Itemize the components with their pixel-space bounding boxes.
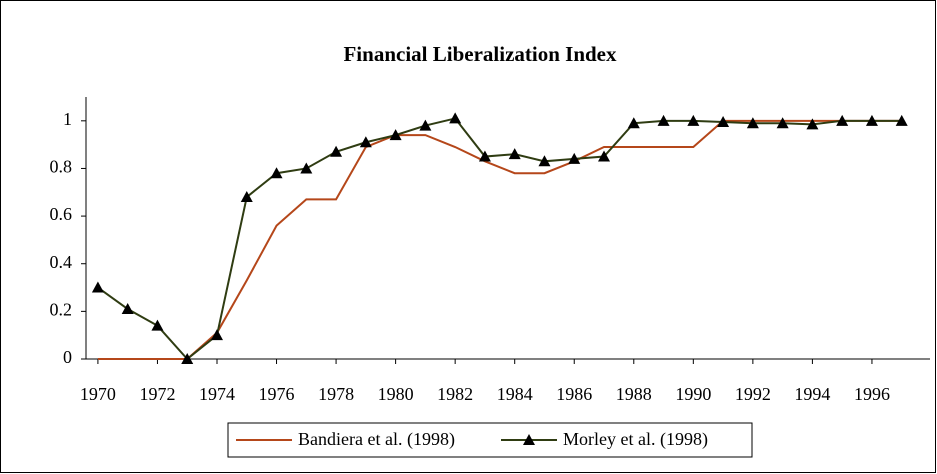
- x-tick-label: 1996: [854, 384, 890, 404]
- data-point: [300, 162, 313, 174]
- data-point: [538, 155, 551, 167]
- x-tick-label: 1984: [497, 384, 533, 404]
- data-point: [210, 329, 223, 341]
- data-point: [330, 145, 343, 157]
- data-point: [836, 114, 849, 126]
- data-point: [776, 117, 789, 129]
- y-tick-label: 1: [63, 109, 72, 129]
- data-point: [687, 114, 700, 126]
- legend-marker: [523, 434, 535, 445]
- legend-label: Bandiera et al. (1998): [298, 429, 455, 450]
- y-tick-label: 0: [63, 347, 72, 367]
- data-point: [806, 118, 819, 130]
- y-tick-label: 0.6: [50, 204, 73, 224]
- x-tick-label: 1978: [318, 384, 354, 404]
- data-point: [240, 191, 253, 203]
- data-point: [627, 117, 640, 129]
- x-tick-label: 1974: [199, 384, 235, 404]
- data-point: [508, 148, 521, 160]
- data-point: [419, 119, 432, 131]
- data-point: [121, 302, 134, 314]
- series-line: [97, 117, 902, 361]
- data-point: [359, 136, 372, 148]
- data-point: [478, 150, 491, 162]
- legend-label: Morley et al. (1998): [563, 429, 708, 450]
- x-tick-label: 1982: [437, 384, 473, 404]
- x-tick-label: 1992: [735, 384, 771, 404]
- data-point: [270, 167, 283, 179]
- data-point: [598, 150, 611, 162]
- chart-title: Financial Liberalization Index: [343, 42, 617, 66]
- data-point: [895, 114, 908, 126]
- data-point: [449, 112, 462, 124]
- x-tick-label: 1972: [139, 384, 175, 404]
- x-tick-label: 1976: [259, 384, 295, 404]
- series-line: [97, 119, 902, 360]
- data-point: [865, 114, 878, 126]
- data-point: [389, 129, 402, 141]
- x-tick-label: 1970: [80, 384, 116, 404]
- data-point: [717, 116, 730, 128]
- x-tick-label: 1988: [616, 384, 652, 404]
- x-tick-label: 1986: [556, 384, 592, 404]
- x-tick-label: 1994: [794, 384, 830, 404]
- data-point: [151, 319, 164, 331]
- data-point: [181, 353, 194, 364]
- x-tick-label: 1980: [378, 384, 414, 404]
- data-point: [91, 281, 104, 293]
- y-tick-label: 0.4: [50, 252, 73, 272]
- x-tick-label: 1990: [675, 384, 711, 404]
- legend-box: [227, 422, 753, 458]
- data-point: [657, 114, 670, 126]
- data-point: [746, 117, 759, 129]
- y-tick-label: 0.2: [50, 299, 73, 319]
- data-point: [568, 152, 581, 164]
- y-tick-label: 0.8: [50, 157, 73, 177]
